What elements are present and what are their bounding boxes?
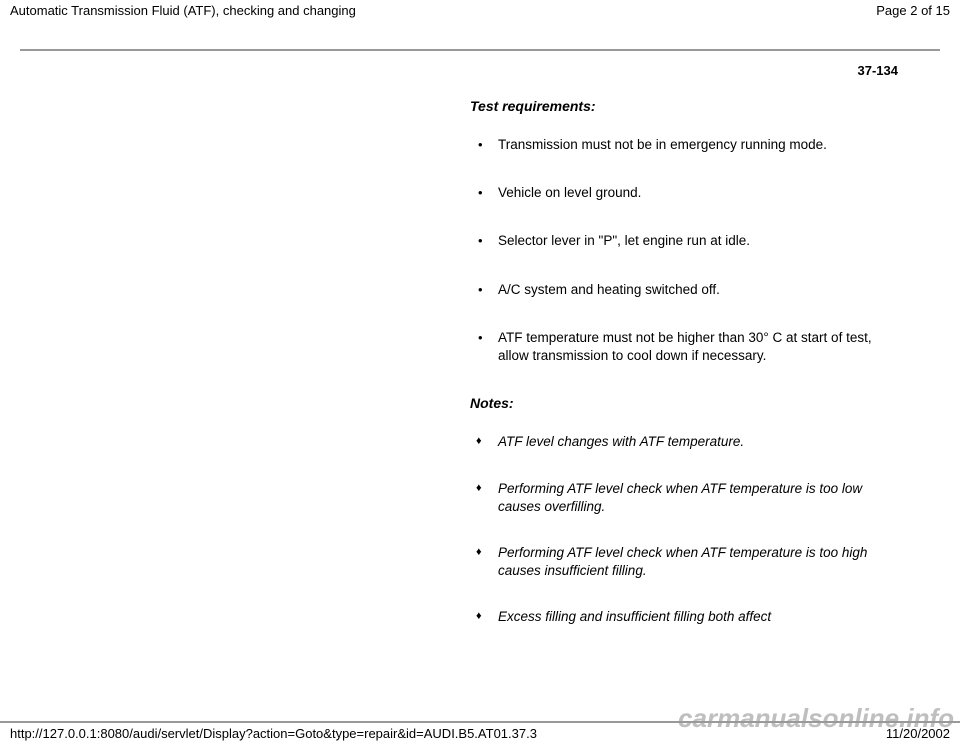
page-footer: http://127.0.0.1:8080/audi/servlet/Displ… [0, 721, 960, 741]
requirements-list: Transmission must not be in emergency ru… [470, 136, 875, 365]
notes-heading: Notes: [470, 395, 875, 411]
doc-title: Automatic Transmission Fluid (ATF), chec… [10, 3, 356, 18]
requirement-item: Vehicle on level ground. [488, 184, 875, 202]
content-area: Test requirements: Transmission must not… [470, 98, 875, 627]
page-indicator: Page 2 of 15 [876, 3, 950, 18]
requirement-item: ATF temperature must not be higher than … [488, 329, 875, 365]
footer-date: 11/20/2002 [886, 726, 950, 741]
footer-url: http://127.0.0.1:8080/audi/servlet/Displ… [10, 726, 537, 741]
note-item: Excess filling and insufficient filling … [488, 608, 875, 626]
requirements-heading: Test requirements: [470, 98, 875, 114]
requirement-item: Transmission must not be in emergency ru… [488, 136, 875, 154]
note-item: ATF level changes with ATF temperature. [488, 433, 875, 451]
requirement-item: Selector lever in "P", let engine run at… [488, 232, 875, 250]
note-item: Performing ATF level check when ATF temp… [488, 480, 875, 516]
note-item: Performing ATF level check when ATF temp… [488, 544, 875, 580]
page-header: Automatic Transmission Fluid (ATF), chec… [0, 0, 960, 21]
requirement-item: A/C system and heating switched off. [488, 281, 875, 299]
page-number: 37-134 [0, 51, 960, 78]
notes-list: ATF level changes with ATF temperature. … [470, 433, 875, 626]
